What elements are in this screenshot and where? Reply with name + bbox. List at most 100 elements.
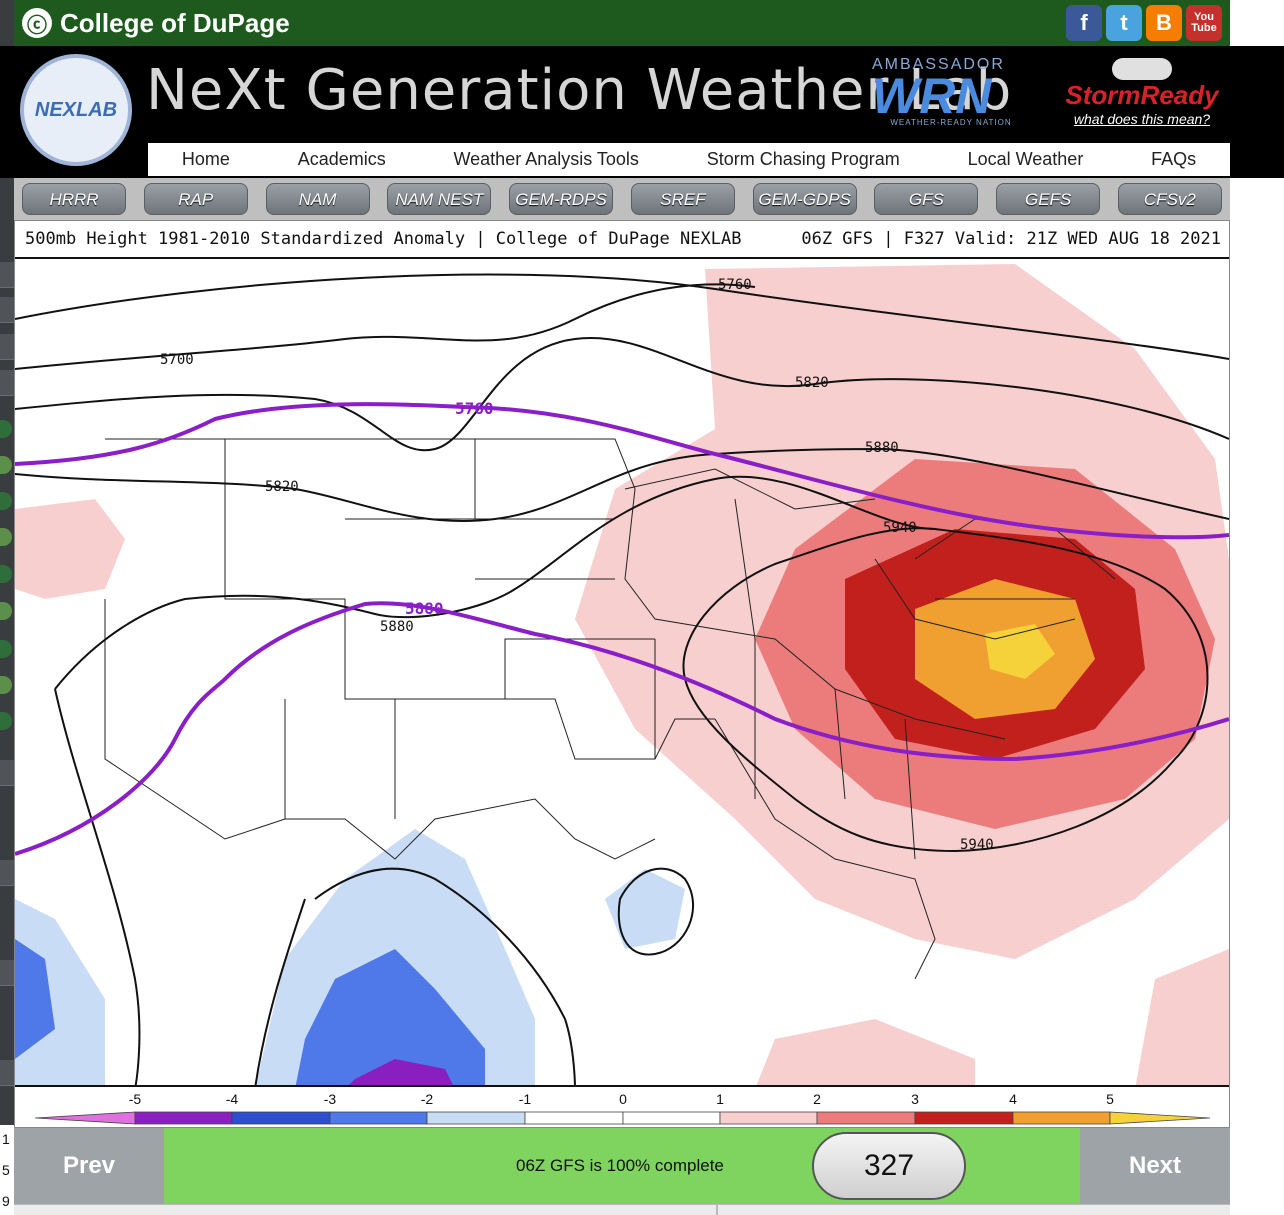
nav-home[interactable]: Home: [181, 149, 230, 169]
contour-label: 5880: [865, 440, 899, 456]
tab-rap[interactable]: RAP: [143, 183, 248, 215]
scale-tick: -3: [324, 1091, 337, 1107]
nav-faqs[interactable]: FAQs: [1151, 149, 1197, 169]
contour-label: 5940: [960, 837, 994, 853]
sidebar-toggle[interactable]: [0, 602, 12, 620]
tab-gem-gdps[interactable]: GEM-GDPS: [752, 183, 857, 215]
scale-swatch: [914, 1111, 1014, 1125]
sidebar-toggle[interactable]: [0, 456, 12, 474]
sidebar-tab[interactable]: [0, 262, 14, 288]
anomaly-plus1-atlantic: [1135, 949, 1229, 1085]
wrn-sub-text: WEATHER-READY NATION: [890, 118, 1012, 127]
color-scale-svg: -5 -4 -3 -2 -1 0 1 2 3 4 5: [34, 1091, 1211, 1125]
nav-academics[interactable]: Academics: [297, 149, 386, 169]
college-mark-icon: ⓒ: [22, 8, 52, 38]
cloud-icon: [1112, 58, 1172, 80]
sidebar-toggle[interactable]: [0, 676, 12, 694]
map-panel: 500mb Height 1981-2010 Standardized Anom…: [14, 220, 1230, 1128]
contour-label: 5700: [160, 352, 194, 368]
scale-swatch: [426, 1111, 526, 1125]
frame-controls: Prev 06Z GFS is 100% complete 327 Next: [14, 1128, 1230, 1204]
scale-tick: -1: [519, 1091, 532, 1107]
sidebar-toggle[interactable]: [0, 492, 12, 510]
anomaly-minus3-region: [349, 1059, 453, 1085]
tab-sref[interactable]: SREF: [630, 183, 735, 215]
model-status-bar: 06Z GFS is 100% complete 327: [164, 1128, 1080, 1204]
weather-map[interactable]: 5760 5700 5820 5880 5760 5880 5880 5940 …: [15, 257, 1229, 1087]
tab-nam-nest[interactable]: NAM NEST: [387, 183, 492, 215]
anomaly-minus2-region: [295, 949, 485, 1085]
scale-swatch: [622, 1111, 721, 1125]
tab-gfs[interactable]: GFS: [874, 183, 979, 215]
contour-label: 5820: [795, 375, 829, 391]
sidebar-tab[interactable]: [0, 297, 14, 323]
scale-swatch: [329, 1111, 428, 1125]
sidebar-tab[interactable]: [0, 334, 14, 360]
left-sidebar-strip: [0, 0, 14, 1125]
scale-swatch: [816, 1111, 916, 1125]
contour-label: 5760: [455, 399, 494, 418]
tab-gefs[interactable]: GEFS: [996, 183, 1101, 215]
model-status-text: 06Z GFS is 100% complete: [516, 1156, 724, 1175]
college-name: College of DuPage: [60, 7, 290, 38]
side-digit: 1: [2, 1131, 10, 1147]
tab-cfsv2[interactable]: CFSv2: [1117, 183, 1222, 215]
scale-swatch: [231, 1111, 331, 1125]
anomaly-minus2-pacific: [15, 939, 55, 1059]
prev-button[interactable]: Prev: [14, 1128, 164, 1204]
sidebar-toggle[interactable]: [0, 528, 12, 546]
blogger-icon[interactable]: B: [1146, 5, 1182, 41]
sidebar-toggle[interactable]: [0, 565, 12, 583]
sidebar-tab[interactable]: [0, 960, 14, 986]
scale-tick: 1: [716, 1091, 724, 1107]
tab-hrrr[interactable]: HRRR: [22, 183, 126, 215]
side-digits: 1 5 9: [0, 1124, 14, 1215]
sidebar-toggle[interactable]: [0, 640, 12, 658]
forecast-hour-field[interactable]: 327: [812, 1132, 966, 1200]
scale-swatch: [134, 1111, 233, 1125]
social-links: f t B You Tube: [1066, 5, 1222, 41]
contour-label: 5820: [265, 479, 299, 495]
model-tabs: HRRR RAP NAM NAM NEST GEM-RDPS SREF GEM-…: [14, 178, 1230, 220]
stormready-name[interactable]: StormReady: [1065, 80, 1219, 110]
map-title-right: 06Z GFS | F327 Valid: 21Z WED AUG 18 202…: [801, 229, 1221, 249]
scale-tick: -4: [226, 1091, 239, 1107]
twitter-icon[interactable]: t: [1106, 5, 1142, 41]
sidebar-tab[interactable]: [0, 760, 14, 786]
scale-swatch: [34, 1111, 136, 1125]
side-digit: 9: [2, 1193, 10, 1209]
wrn-top-text: AMBASSADOR: [872, 56, 1005, 73]
stormready-info-link[interactable]: what does this mean?: [1073, 111, 1211, 127]
sidebar-toggle[interactable]: [0, 712, 12, 730]
tab-gem-rdps[interactable]: GEM-RDPS: [509, 183, 614, 215]
scale-tick: 4: [1009, 1091, 1017, 1107]
scale-tick: 2: [813, 1091, 821, 1107]
college-logo[interactable]: ⓒ College of DuPage: [22, 8, 290, 39]
height-contours: [15, 273, 1229, 1085]
next-button[interactable]: Next: [1080, 1128, 1230, 1204]
scale-tick: 5: [1106, 1091, 1114, 1107]
tab-nam[interactable]: NAM: [265, 183, 370, 215]
main-nav: Home Academics Weather Analysis Tools St…: [148, 143, 1230, 176]
nav-storm-chasing-program[interactable]: Storm Chasing Program: [706, 149, 900, 169]
sidebar-tab[interactable]: [0, 370, 14, 396]
stormready-logo: StormReady what does this mean?: [1062, 58, 1222, 127]
scale-swatch: [524, 1111, 624, 1125]
wrn-ambassador-logo[interactable]: AMBASSADOR WRN WEATHER-READY NATION: [872, 56, 1030, 132]
nav-weather-analysis-tools[interactable]: Weather Analysis Tools: [453, 149, 639, 169]
scale-tick: -2: [421, 1091, 434, 1107]
map-title-left: 500mb Height 1981-2010 Standardized Anom…: [25, 229, 742, 249]
positive-anomaly-fills: [15, 264, 1229, 1085]
scale-tick: 3: [911, 1091, 919, 1107]
scale-swatch: [1109, 1111, 1211, 1125]
nav-local-weather[interactable]: Local Weather: [967, 149, 1084, 169]
facebook-icon[interactable]: f: [1066, 5, 1102, 41]
nexlab-logo[interactable]: NEXLAB: [20, 54, 132, 166]
youtube-icon[interactable]: You Tube: [1186, 5, 1222, 41]
sidebar-tab[interactable]: [0, 1060, 14, 1086]
contour-label: 5760: [718, 277, 752, 293]
contour-label: 5880: [405, 599, 444, 618]
sidebar-tab[interactable]: [0, 860, 14, 886]
sidebar-toggle[interactable]: [0, 420, 12, 438]
